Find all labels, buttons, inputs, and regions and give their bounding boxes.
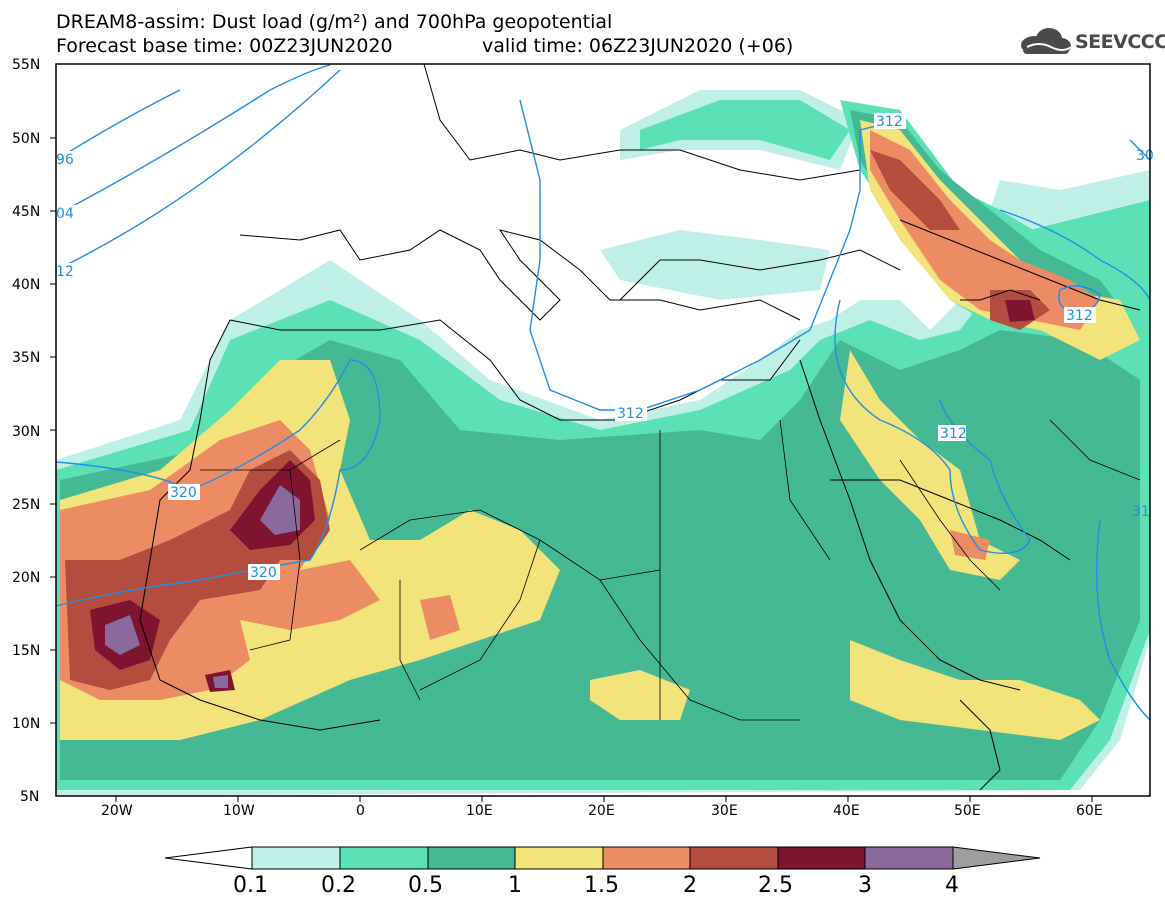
lon-axis: 20W 10W 0 10E 20E 30E 40E 50E 60E (101, 796, 1103, 819)
colorbar-label: 3 (858, 873, 872, 898)
lon-label: 10W (223, 803, 255, 819)
colorbar-segment (427, 846, 516, 870)
contour-label: 312 (876, 114, 903, 130)
colorbar-label: 2 (683, 873, 697, 898)
lon-label: 20E (588, 803, 615, 819)
lat-label: 30N (12, 424, 40, 440)
contour-label: 12 (56, 264, 74, 280)
geopotential-contours (56, 64, 1150, 721)
colorbar-segment (689, 846, 779, 870)
colorbar-label: 0.5 (408, 873, 443, 898)
colorbar-lower-arrow (164, 846, 253, 870)
colorbar-segment (864, 846, 954, 870)
colorbar-label: 0.2 (321, 873, 356, 898)
colorbar-label: 1 (508, 873, 522, 898)
lon-label: 10E (466, 803, 493, 819)
colorbar-segment (514, 846, 604, 870)
colorbar-label: 4 (945, 873, 959, 898)
contour-label: 30 (1136, 148, 1154, 164)
valid-time: valid time: 06Z23JUN2020 (+06) (482, 35, 794, 57)
contour-label: 312 (940, 426, 967, 442)
lat-label: 40N (12, 277, 40, 293)
contour-label: 320 (170, 485, 197, 501)
lat-label: 55N (12, 57, 40, 73)
cloud-icon (1021, 28, 1072, 54)
lat-label: 25N (12, 497, 40, 513)
contour-label: 320 (250, 565, 277, 581)
colorbar-segment (777, 846, 866, 870)
borders (200, 419, 1141, 721)
contour-label: 31 (1132, 504, 1150, 520)
lon-label: 20W (101, 803, 133, 819)
colorbar-segment (602, 846, 691, 870)
lat-label: 20N (12, 570, 40, 586)
colorbar-label: 0.1 (233, 873, 268, 898)
lat-label: 10N (12, 716, 40, 732)
colorbar-segment (339, 846, 429, 870)
lat-label: 15N (12, 643, 40, 659)
colorbar-segment (251, 846, 341, 870)
contour-label: 04 (56, 206, 74, 222)
contour-label: 96 (56, 152, 74, 168)
logo-text: SEEVCCC (1075, 31, 1165, 53)
seevccc-logo: SEEVCCC (1015, 25, 1165, 57)
chart-title: DREAM8-assim: Dust load (g/m²) and 700hP… (56, 11, 613, 33)
lon-label: 30E (711, 803, 738, 819)
forecast-base-time: Forecast base time: 00Z23JUN2020 (56, 35, 393, 57)
colorbar: 0.1 0.2 0.5 1 1.5 2 2.5 3 4 (164, 846, 1041, 898)
contour-labels: 312 312 312 312 320 320 96 04 12 31 30 (56, 113, 1154, 581)
lat-label: 50N (12, 131, 40, 147)
lat-label: 45N (12, 204, 40, 220)
lat-label: 35N (12, 350, 40, 366)
colorbar-upper-arrow (952, 846, 1041, 870)
lat-label: 5N (20, 789, 39, 805)
lon-label: 0 (356, 803, 365, 819)
dust-layer-3 (105, 485, 300, 688)
colorbar-label: 2.5 (758, 873, 793, 898)
contour-label: 312 (1066, 308, 1093, 324)
colorbar-label: 1.5 (584, 873, 619, 898)
lat-axis: 55N 50N 45N 40N 35N 30N 25N 20N 15N 10N … (12, 57, 56, 805)
lon-label: 50E (954, 803, 981, 819)
lon-label: 60E (1076, 803, 1103, 819)
contour-label: 312 (617, 406, 644, 422)
lon-label: 40E (833, 803, 860, 819)
